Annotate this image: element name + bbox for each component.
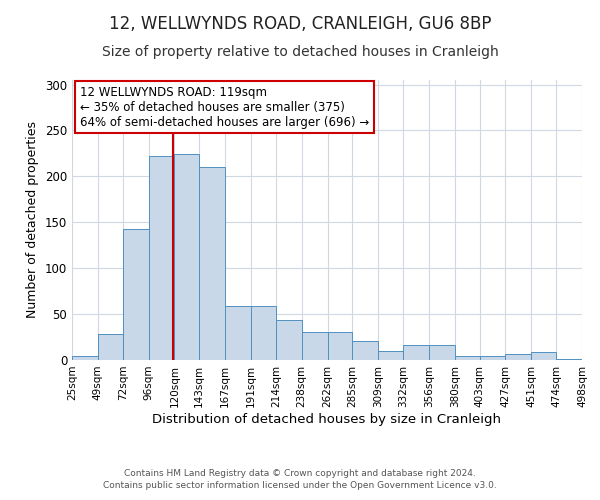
Bar — [251, 306, 276, 360]
Text: Size of property relative to detached houses in Cranleigh: Size of property relative to detached ho… — [101, 45, 499, 59]
Y-axis label: Number of detached properties: Number of detached properties — [26, 122, 40, 318]
Bar — [149, 156, 175, 360]
Bar — [532, 352, 556, 360]
Bar — [276, 320, 302, 360]
Bar — [122, 228, 149, 360]
X-axis label: Distribution of detached houses by size in Cranleigh: Distribution of detached houses by size … — [152, 412, 502, 426]
Bar — [302, 332, 328, 360]
Bar — [352, 340, 378, 360]
Bar — [72, 356, 98, 360]
Bar — [403, 346, 429, 360]
Text: Contains HM Land Registry data © Crown copyright and database right 2024.: Contains HM Land Registry data © Crown c… — [124, 468, 476, 477]
Bar — [556, 359, 582, 360]
Bar — [429, 346, 455, 360]
Text: 12 WELLWYNDS ROAD: 119sqm
← 35% of detached houses are smaller (375)
64% of semi: 12 WELLWYNDS ROAD: 119sqm ← 35% of detac… — [80, 86, 369, 128]
Bar — [455, 356, 479, 360]
Bar — [225, 306, 251, 360]
Text: 12, WELLWYNDS ROAD, CRANLEIGH, GU6 8BP: 12, WELLWYNDS ROAD, CRANLEIGH, GU6 8BP — [109, 15, 491, 33]
Bar — [479, 356, 505, 360]
Bar — [98, 334, 122, 360]
Bar — [378, 351, 403, 360]
Bar — [505, 354, 532, 360]
Bar — [199, 167, 225, 360]
Bar — [328, 332, 352, 360]
Text: Contains public sector information licensed under the Open Government Licence v3: Contains public sector information licen… — [103, 481, 497, 490]
Bar — [175, 154, 199, 360]
